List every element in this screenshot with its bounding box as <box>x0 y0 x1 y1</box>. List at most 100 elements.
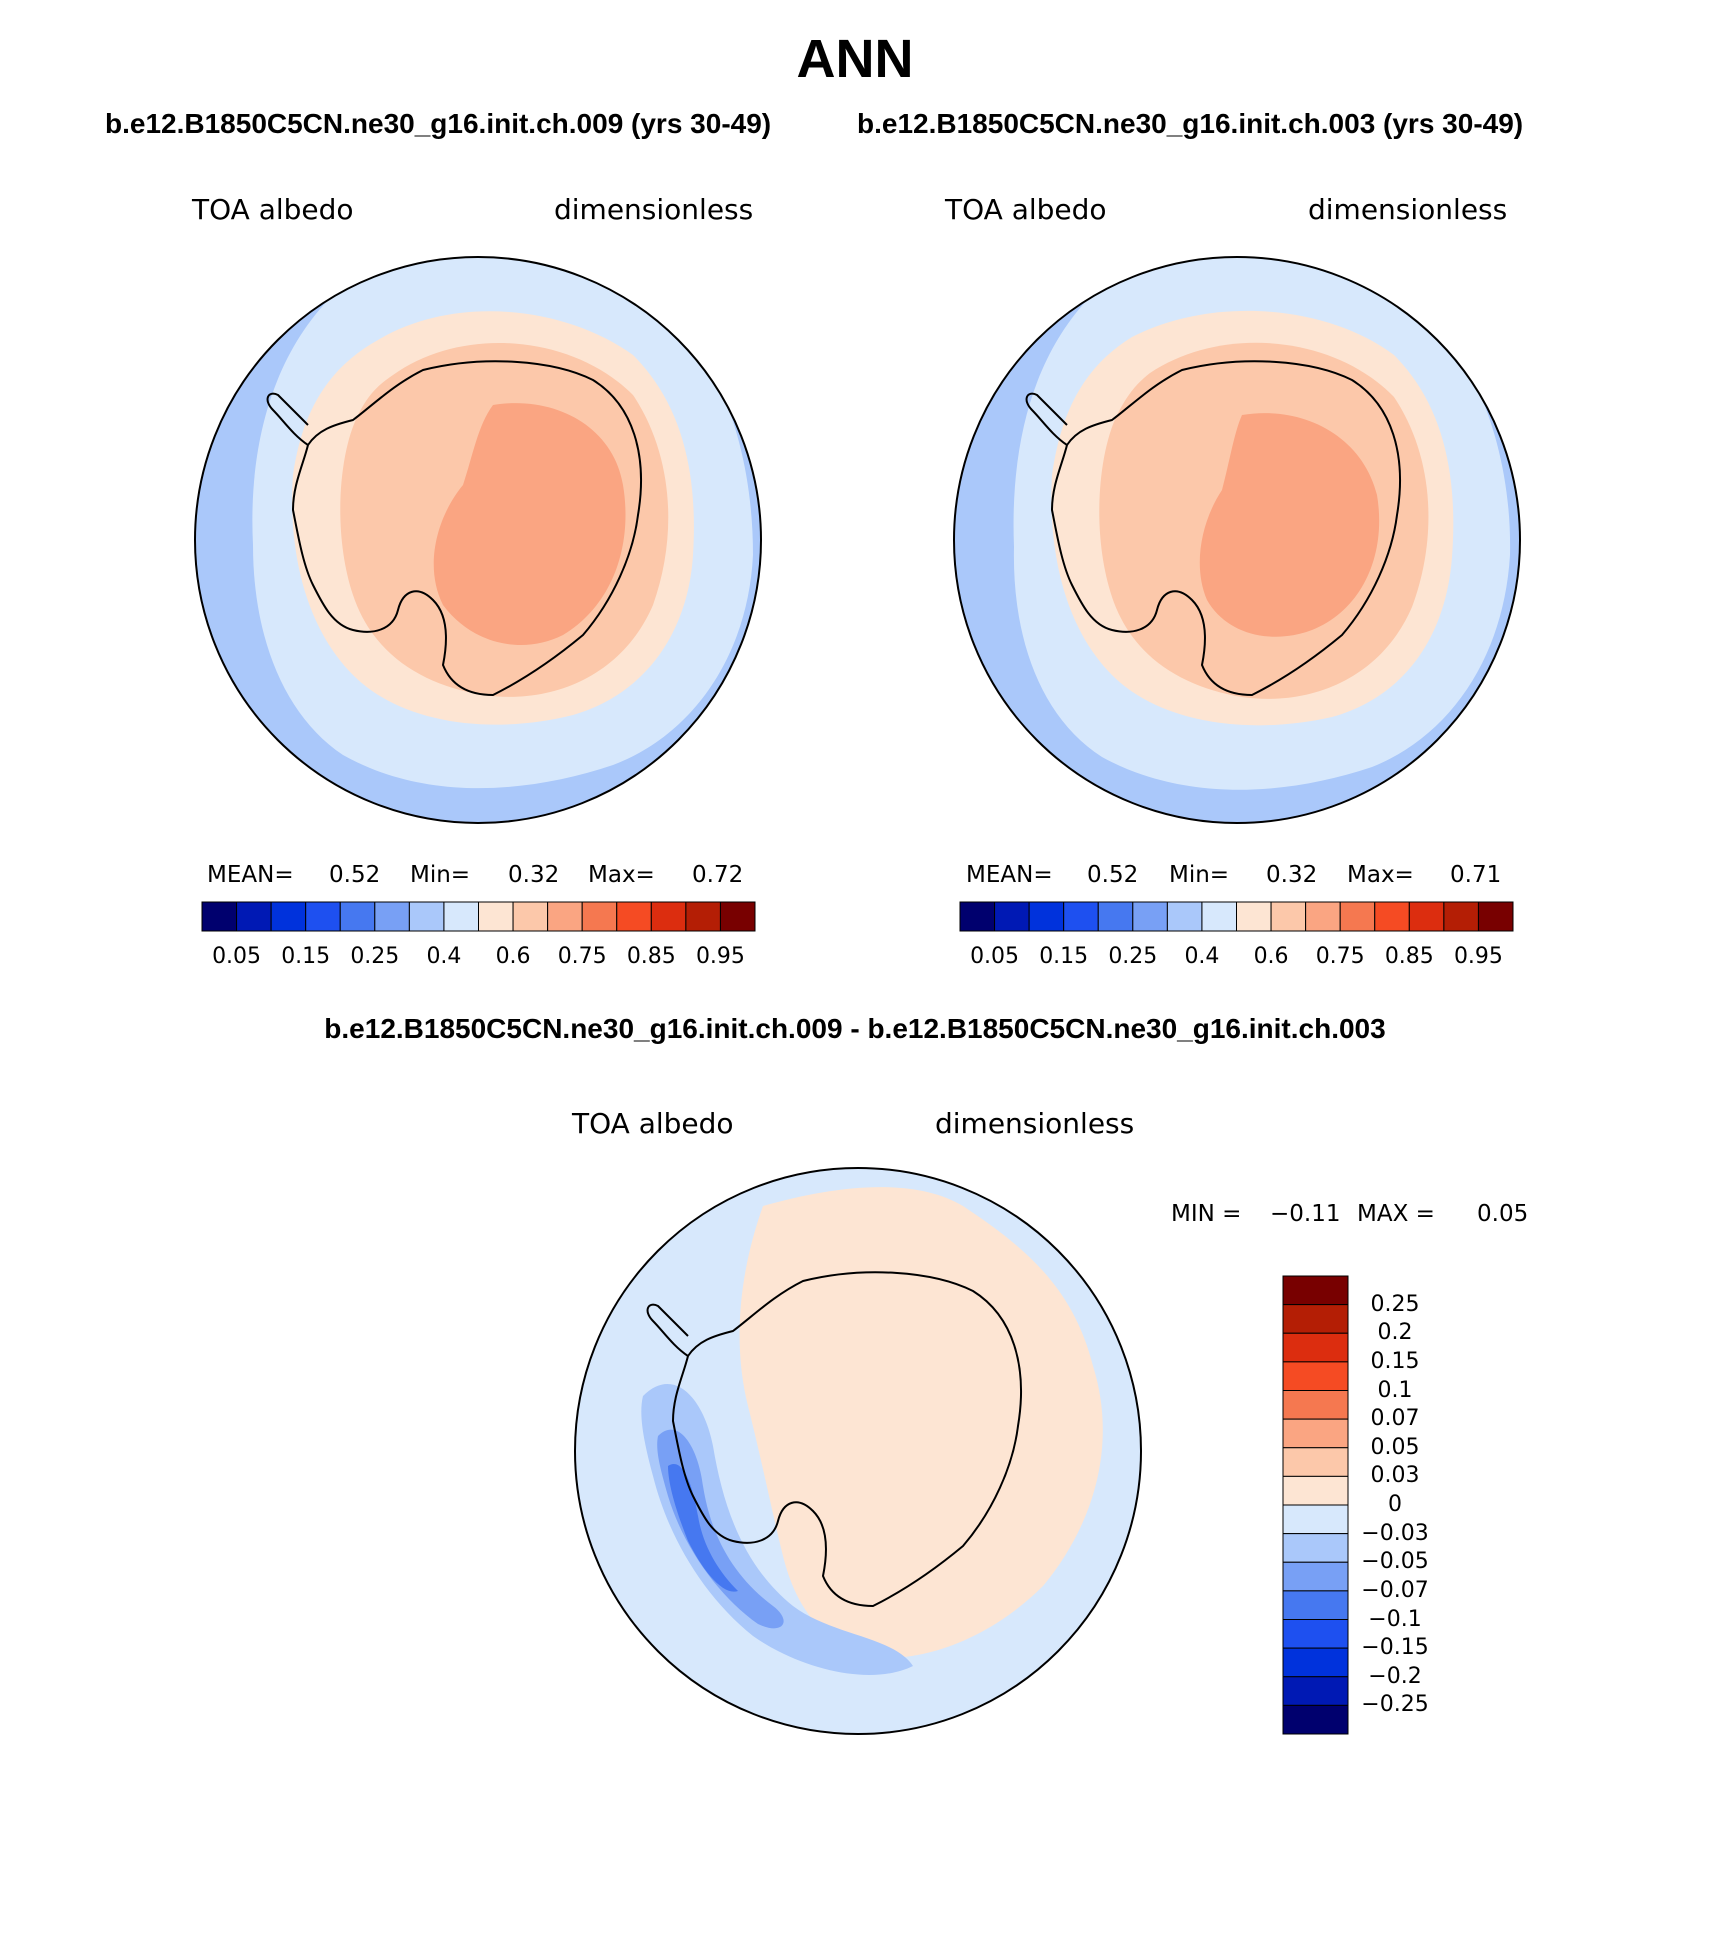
panel1-variable-label: TOA albedo <box>192 193 354 226</box>
colorbar-box <box>994 901 1030 932</box>
colorbar-box <box>236 901 272 932</box>
diff-positive-region <box>739 1187 1103 1658</box>
colorbar-box <box>959 901 996 932</box>
panel1-min-value: 0.32 <box>508 862 560 888</box>
colorbar-tick-label: 0.25 <box>1108 944 1158 969</box>
difference-title: b.e12.B1850C5CN.ne30_g16.init.ch.009 - b… <box>324 1013 1386 1044</box>
colorbar-tick-label: 0.15 <box>1039 944 1089 969</box>
colorbar-tick-label: 0.95 <box>1453 944 1503 969</box>
colorbar-tick-label: 0.25 <box>1370 1291 1420 1317</box>
colorbar-box <box>1282 1533 1349 1563</box>
colorbar-box <box>408 901 445 932</box>
colorbar-box <box>1166 901 1203 932</box>
colorbar-box <box>1282 1332 1349 1363</box>
colorbar-tick-label: 0.05 <box>1370 1434 1420 1460</box>
difference-units-label: dimensionless <box>935 1107 1135 1140</box>
colorbar-box <box>443 901 479 932</box>
colorbar-box <box>1282 1619 1349 1649</box>
colorbar-box <box>1339 901 1376 932</box>
colorbar-tick-label: 0.07 <box>1370 1406 1420 1432</box>
colorbar-box <box>339 901 376 932</box>
colorbar-box <box>1282 1447 1349 1477</box>
panel2-case-title: b.e12.B1850C5CN.ne30_g16.init.ch.003 (yr… <box>857 108 1524 139</box>
colorbar-box <box>650 901 687 932</box>
map2-frame <box>953 256 1521 824</box>
colorbar-tick-label: 0.05 <box>212 944 262 969</box>
colorbar-box <box>616 901 652 932</box>
diff-coastline <box>671 1271 1022 1608</box>
colorbar-box <box>1282 1561 1349 1592</box>
figure-title: ANN <box>796 29 914 89</box>
panel1-max-label: Max= <box>588 862 655 888</box>
map-panel1 <box>194 256 762 824</box>
colorbar-box <box>1201 901 1237 932</box>
difference-min-label: MIN = <box>1171 1201 1242 1227</box>
colorbar-box <box>1097 901 1134 932</box>
colorbar-box <box>374 901 410 932</box>
colorbar-box <box>1443 901 1479 932</box>
colorbar-box <box>1282 1390 1349 1420</box>
panel2-variable-label: TOA albedo <box>945 193 1107 226</box>
panel2-max-label: Max= <box>1347 862 1414 888</box>
colorbar-tick-label: 0.25 <box>350 944 400 969</box>
colorbar-tick-label: 0.75 <box>1315 944 1365 969</box>
map2-coastline <box>1050 360 1401 697</box>
diff-peninsula <box>646 1303 689 1357</box>
colorbar-box <box>478 901 514 932</box>
colorbar-box <box>1282 1647 1349 1678</box>
panel2-min-label: Min= <box>1169 862 1230 888</box>
diff-negative-3 <box>668 1464 738 1592</box>
colorbar-panel1 <box>201 901 756 932</box>
panel2-mean-label: MEAN= <box>966 862 1053 888</box>
colorbar-box <box>270 901 307 932</box>
colorbar-difference <box>1282 1275 1349 1735</box>
panel1-case-title: b.e12.B1850C5CN.ne30_g16.init.ch.009 (yr… <box>105 108 772 139</box>
map1-peninsula <box>266 392 309 446</box>
colorbar-box <box>1236 901 1272 932</box>
map1-frame <box>194 256 762 824</box>
colorbar-box <box>1270 901 1307 932</box>
colorbar-box <box>1305 901 1341 932</box>
map2-interior-max <box>1199 413 1380 637</box>
colorbar-tick-label: 0.03 <box>1370 1463 1420 1489</box>
difference-min-value: −0.11 <box>1270 1201 1341 1227</box>
colorbar-box <box>1282 1418 1349 1449</box>
colorbar-box <box>1282 1304 1349 1334</box>
colorbar-tick-label: 0 <box>1388 1492 1402 1517</box>
colorbar-tick-label: 0.2 <box>1377 1320 1413 1346</box>
colorbar-box <box>512 901 549 932</box>
colorbar-box <box>1282 1475 1349 1506</box>
colorbar-box <box>201 901 238 932</box>
diff-frame <box>574 1167 1142 1735</box>
colorbar-box <box>547 901 583 932</box>
colorbar-box <box>305 901 341 932</box>
panel1-mean-value: 0.52 <box>329 862 381 888</box>
colorbar-tick-label: 0.4 <box>426 944 462 969</box>
difference-max-label: MAX = <box>1357 1201 1435 1227</box>
diff-negative-1 <box>641 1384 913 1675</box>
panel1-mean-label: MEAN= <box>207 862 294 888</box>
colorbar-tick-label: 0.6 <box>1253 944 1289 969</box>
map-panel2 <box>953 256 1521 824</box>
colorbar-box <box>1282 1590 1349 1620</box>
difference-max-value: 0.05 <box>1477 1201 1529 1227</box>
colorbar-box <box>1477 901 1514 932</box>
colorbar-box <box>1282 1504 1349 1535</box>
colorbar-box <box>685 901 721 932</box>
colorbar-box <box>1282 1704 1349 1735</box>
colorbar-tick-label: 0.6 <box>495 944 531 969</box>
colorbar-panel2 <box>959 901 1514 932</box>
colorbar-box <box>1063 901 1099 932</box>
colorbar-tick-label: 0.05 <box>970 944 1020 969</box>
panel2-max-value: 0.71 <box>1450 862 1502 888</box>
colorbar-box <box>1374 901 1410 932</box>
panel1-units-label: dimensionless <box>554 193 754 226</box>
panel2-min-value: 0.32 <box>1266 862 1318 888</box>
colorbar-tick-label: 0.1 <box>1377 1377 1413 1403</box>
panel2-units-label: dimensionless <box>1308 193 1508 226</box>
colorbar-tick-label: −0.1 <box>1368 1606 1422 1632</box>
colorbar-tick-label: −0.07 <box>1361 1577 1429 1603</box>
map1-coastline <box>291 360 642 697</box>
colorbar-box <box>1282 1275 1349 1306</box>
colorbar-box <box>1132 901 1168 932</box>
